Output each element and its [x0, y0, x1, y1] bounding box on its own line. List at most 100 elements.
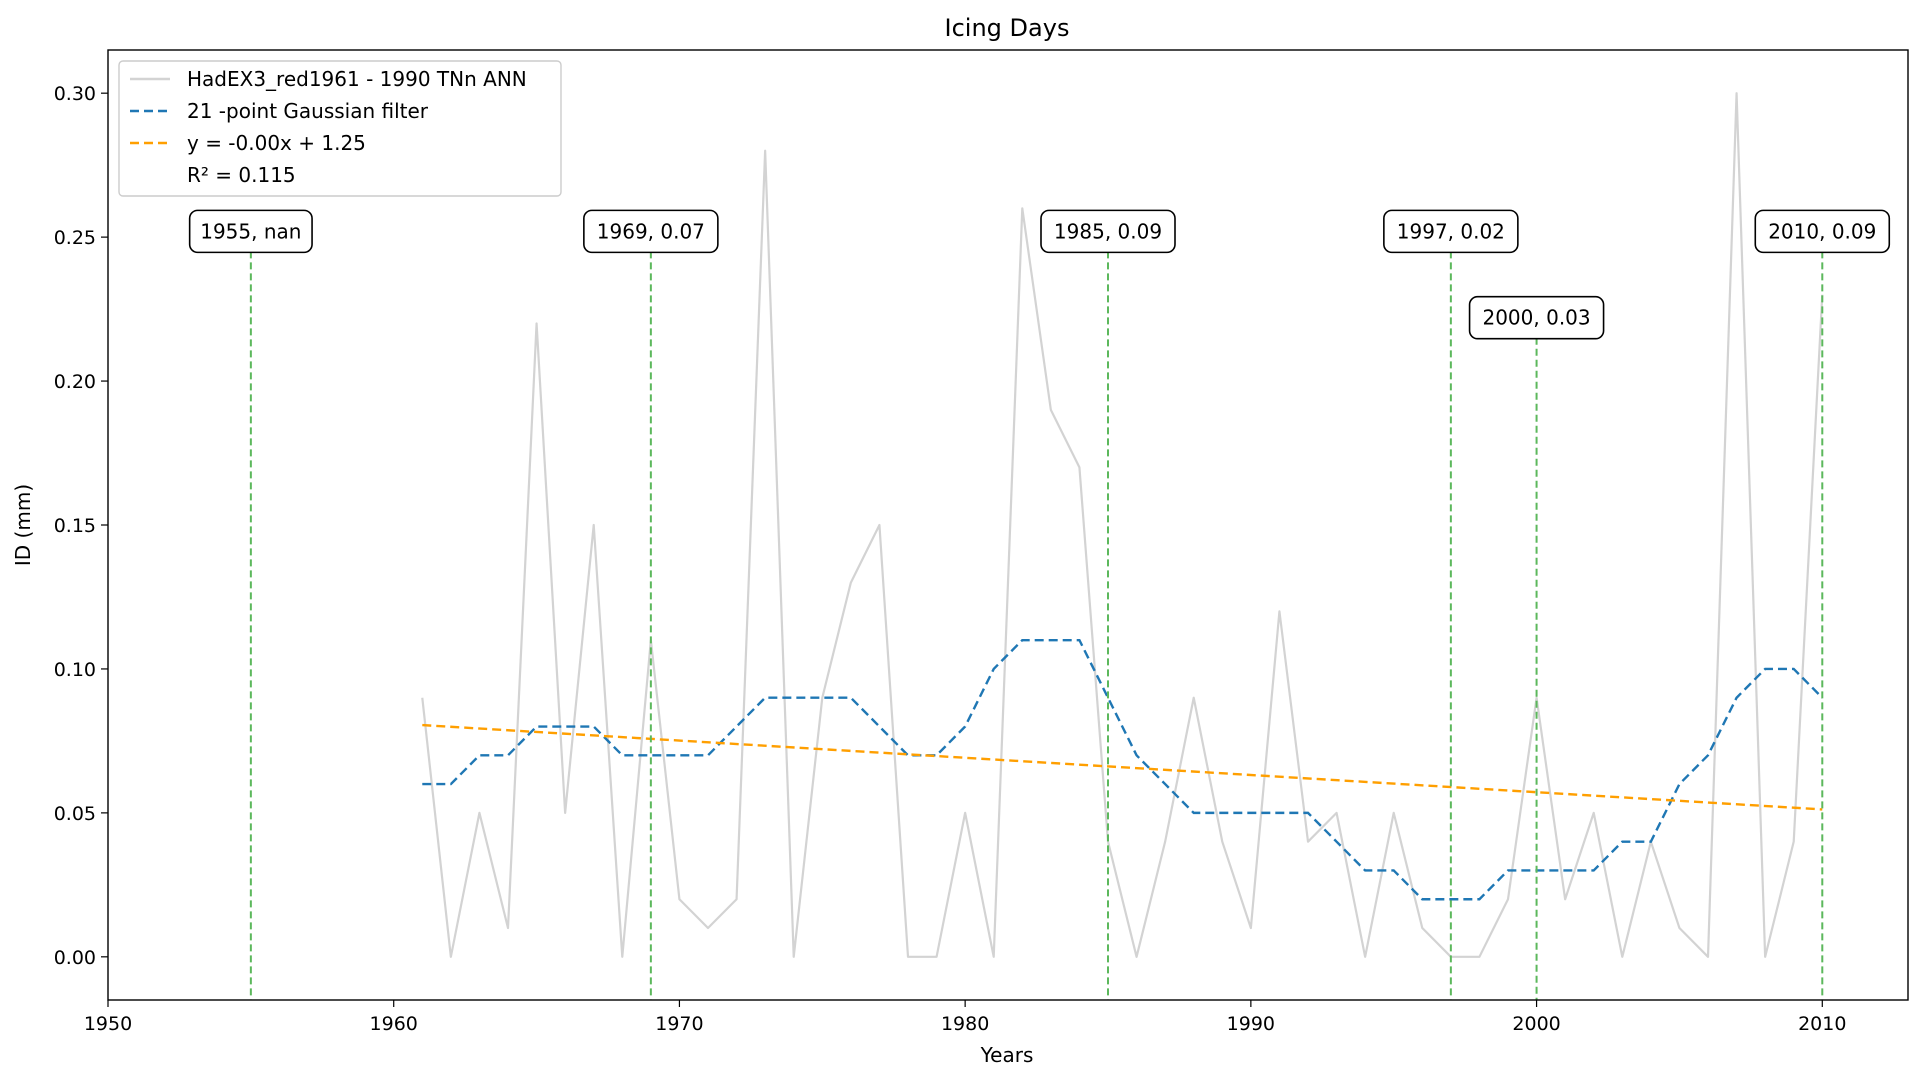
- data-point-gaussian-filter: [764, 697, 766, 699]
- data-point-gaussian-filter: [650, 754, 652, 756]
- data-point-observed: [1307, 840, 1309, 842]
- data-point-observed: [1621, 956, 1623, 958]
- x-tick-label: 1980: [941, 1013, 989, 1035]
- data-point-observed: [621, 956, 623, 958]
- y-tick-label: 0.20: [54, 371, 96, 393]
- marker-label-1997: 1997, 0.02: [1397, 219, 1505, 243]
- data-point-observed: [707, 927, 709, 929]
- data-point-observed: [1535, 697, 1537, 699]
- y-tick-label: 0.00: [54, 947, 96, 969]
- data-point-gaussian-filter: [1050, 639, 1052, 641]
- x-tick-label: 1960: [370, 1013, 418, 1035]
- marker-label-1969: 1969, 0.07: [597, 219, 705, 243]
- legend: HadEX3_red1961 - 1990 TNn ANN 21 -point G…: [118, 60, 562, 197]
- data-point-observed: [1707, 956, 1709, 958]
- data-point-gaussian-filter: [1278, 812, 1280, 814]
- data-point-observed: [564, 812, 566, 814]
- data-point-observed: [1393, 812, 1395, 814]
- marker-label-box-1969: [583, 209, 719, 254]
- series-line-gaussian-filter: [422, 638, 1824, 901]
- data-point-gaussian-filter: [507, 754, 509, 756]
- data-point-gaussian-filter: [1764, 668, 1766, 670]
- data-point-gaussian-filter: [793, 697, 795, 699]
- data-point-gaussian-filter: [535, 725, 537, 727]
- y-tick-label: 0.05: [54, 803, 96, 825]
- data-point-observed: [1278, 610, 1280, 612]
- data-point-gaussian-filter: [1135, 754, 1137, 756]
- data-point-gaussian-filter: [478, 754, 480, 756]
- data-point-gaussian-filter: [850, 697, 852, 699]
- data-point-observed: [993, 956, 995, 958]
- data-point-gaussian-filter: [421, 783, 423, 785]
- data-point-observed: [1793, 840, 1795, 842]
- data-point-gaussian-filter: [707, 754, 709, 756]
- data-point-observed: [1764, 956, 1766, 958]
- legend-frame: [118, 60, 562, 197]
- data-point-observed: [1050, 409, 1052, 411]
- data-point-observed: [964, 812, 966, 814]
- chart-title: Icing Days: [945, 14, 1070, 42]
- data-point-gaussian-filter: [1364, 869, 1366, 871]
- data-point-gaussian-filter: [1564, 869, 1566, 871]
- legend-label-r-squared: R² = 0.115: [187, 163, 296, 187]
- x-tick-label: 1950: [84, 1013, 132, 1035]
- data-point-observed: [735, 898, 737, 900]
- data-point-gaussian-filter: [1678, 783, 1680, 785]
- plot-series-group: [421, 92, 1824, 958]
- data-point-gaussian-filter: [1221, 812, 1223, 814]
- data-point-gaussian-filter: [450, 783, 452, 785]
- marker-label-2000: 2000, 0.03: [1482, 306, 1590, 330]
- data-point-gaussian-filter: [935, 754, 937, 756]
- data-point-gaussian-filter: [1021, 639, 1023, 641]
- data-point-gaussian-filter: [1707, 754, 1709, 756]
- data-point-observed: [1221, 840, 1223, 842]
- data-point-observed: [1678, 927, 1680, 929]
- data-point-gaussian-filter: [1793, 668, 1795, 670]
- data-point-observed: [507, 927, 509, 929]
- data-point-observed: [421, 697, 423, 699]
- data-point-observed: [478, 812, 480, 814]
- data-point-observed: [793, 956, 795, 958]
- data-point-observed: [764, 150, 766, 152]
- data-point-gaussian-filter: [1335, 840, 1337, 842]
- data-point-gaussian-filter: [1593, 869, 1595, 871]
- data-point-observed: [1250, 927, 1252, 929]
- x-tick-label: 2000: [1512, 1013, 1560, 1035]
- series-line-trend: [422, 723, 1823, 811]
- data-point-gaussian-filter: [1393, 869, 1395, 871]
- data-point-gaussian-filter: [1478, 898, 1480, 900]
- data-point-gaussian-filter: [907, 754, 909, 756]
- marker-label-box-1985: [1040, 209, 1176, 254]
- marker-label-box-1955: [188, 209, 313, 254]
- x-tick-label: 1990: [1227, 1013, 1275, 1035]
- y-tick-label: 0.30: [54, 83, 96, 105]
- data-point-observed: [678, 898, 680, 900]
- data-point-observed: [1164, 840, 1166, 842]
- series-line-observed: [421, 92, 1824, 958]
- y-tick-label: 0.15: [54, 515, 96, 537]
- marker-label-box-2010: [1754, 209, 1891, 254]
- data-point-observed: [878, 524, 880, 526]
- data-point-gaussian-filter: [735, 725, 737, 727]
- marker-label-box-1997: [1383, 209, 1519, 254]
- data-point-gaussian-filter: [878, 725, 880, 727]
- legend-label-observed: HadEX3_red1961 - 1990 TNn ANN: [187, 67, 527, 91]
- y-tick-label: 0.25: [54, 227, 96, 249]
- data-point-observed: [450, 956, 452, 958]
- plot-area: 1950 1960 1970 1980 1990 2000 2010 0.00 0.05 0.10…: [54, 49, 1909, 1035]
- data-point-gaussian-filter: [1193, 812, 1195, 814]
- data-point-observed: [1735, 92, 1737, 94]
- data-point-observed: [1564, 898, 1566, 900]
- data-point-observed: [907, 956, 909, 958]
- marker-label-box-2000: [1468, 295, 1605, 340]
- data-point-observed: [1021, 207, 1023, 209]
- data-point-observed: [535, 322, 537, 324]
- data-point-gaussian-filter: [1621, 840, 1623, 842]
- data-point-gaussian-filter: [993, 668, 995, 670]
- data-point-gaussian-filter: [1507, 869, 1509, 871]
- data-point-observed: [850, 581, 852, 583]
- x-axis-label: Years: [980, 1043, 1034, 1067]
- data-point-gaussian-filter: [1450, 898, 1452, 900]
